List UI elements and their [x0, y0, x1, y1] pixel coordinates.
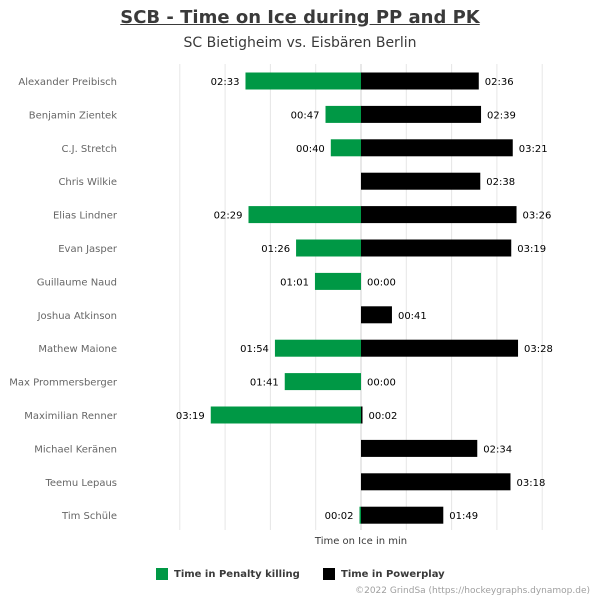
bar-powerplay-tim-sch-le	[361, 506, 444, 524]
bar-powerplay-teemu-lepaus	[361, 473, 511, 491]
value-label-penalty-killing-benjamin-zientek: 00:47	[291, 110, 320, 121]
chart-subtitle: SC Bietigheim vs. Eisbären Berlin	[183, 35, 417, 51]
bar-penalty-killing-alexander-preibisch	[245, 72, 361, 90]
bar-penalty-killing-c-j-stretch	[330, 139, 361, 157]
category-label-evan-jasper: Evan Jasper	[58, 244, 118, 255]
bar-penalty-killing-benjamin-zientek	[325, 105, 361, 123]
category-label-michael-ker-nen: Michael Keränen	[34, 444, 117, 455]
credit-text: ©2022 GrindSa (https://hockeygraphs.dyna…	[355, 586, 590, 596]
category-label-max-prommersberger: Max Prommersberger	[9, 378, 118, 389]
value-label-penalty-killing-mathew-maione: 01:54	[240, 344, 269, 355]
category-label-c-j-stretch: C.J. Stretch	[61, 144, 117, 155]
bar-penalty-killing-guillaume-naud	[314, 272, 361, 290]
value-label-powerplay-elias-lindner: 03:26	[523, 211, 552, 222]
bar-powerplay-elias-lindner	[361, 206, 517, 224]
label-layer: Alexander Preibisch 02:33 02:36 Benjamin Zi…	[9, 77, 553, 522]
x-axis-label: Time on Ice in min	[314, 536, 408, 547]
value-label-powerplay-max-prommersberger: 00:00	[367, 378, 396, 389]
bar-powerplay-c-j-stretch	[361, 139, 513, 157]
bar-powerplay-alexander-preibisch	[361, 72, 479, 90]
bar-powerplay-benjamin-zientek	[361, 105, 482, 123]
value-label-powerplay-c-j-stretch: 03:21	[519, 144, 548, 155]
value-label-penalty-killing-guillaume-naud: 01:01	[280, 277, 309, 288]
bar-penalty-killing-elias-lindner	[248, 206, 361, 224]
value-label-powerplay-mathew-maione: 03:28	[524, 344, 553, 355]
value-label-powerplay-tim-sch-le: 01:49	[449, 511, 478, 522]
value-label-penalty-killing-c-j-stretch: 00:40	[296, 144, 325, 155]
value-label-penalty-killing-alexander-preibisch: 02:33	[211, 77, 240, 88]
value-label-powerplay-evan-jasper: 03:19	[517, 244, 546, 255]
category-label-tim-sch-le: Tim Schüle	[61, 511, 117, 522]
legend-swatch-penalty-killing	[156, 568, 168, 580]
value-label-powerplay-alexander-preibisch: 02:36	[485, 77, 514, 88]
bar-penalty-killing-evan-jasper	[296, 239, 361, 257]
value-label-penalty-killing-tim-sch-le: 00:02	[325, 511, 354, 522]
value-label-powerplay-guillaume-naud: 00:00	[367, 277, 396, 288]
category-label-mathew-maione: Mathew Maione	[38, 344, 117, 355]
value-label-powerplay-maximilian-renner: 00:02	[369, 411, 398, 422]
value-label-penalty-killing-evan-jasper: 01:26	[261, 244, 290, 255]
value-label-powerplay-teemu-lepaus: 03:18	[516, 478, 545, 489]
bar-penalty-killing-tim-sch-le	[359, 506, 361, 524]
legend-item-penalty-killing: Time in Penalty killing	[156, 568, 300, 580]
legend-label-penalty-killing: Time in Penalty killing	[174, 568, 300, 580]
value-label-powerplay-benjamin-zientek: 02:39	[487, 110, 516, 121]
value-label-powerplay-michael-ker-nen: 02:34	[483, 444, 512, 455]
bar-penalty-killing-mathew-maione	[274, 339, 361, 357]
category-label-benjamin-zientek: Benjamin Zientek	[29, 110, 117, 121]
bar-powerplay-chris-wilkie	[361, 172, 481, 190]
category-label-maximilian-renner: Maximilian Renner	[24, 411, 118, 422]
value-label-powerplay-chris-wilkie: 02:38	[486, 177, 515, 188]
category-label-alexander-preibisch: Alexander Preibisch	[18, 77, 117, 88]
bar-powerplay-joshua-atkinson	[361, 306, 392, 324]
legend-swatch-powerplay	[323, 568, 335, 580]
legend-label-powerplay: Time in Powerplay	[341, 568, 445, 580]
category-label-chris-wilkie: Chris Wilkie	[58, 177, 117, 188]
value-label-powerplay-joshua-atkinson: 00:41	[398, 311, 427, 322]
bar-penalty-killing-maximilian-renner	[210, 406, 361, 424]
bar-powerplay-evan-jasper	[361, 239, 512, 257]
category-label-guillaume-naud: Guillaume Naud	[37, 277, 117, 288]
category-label-elias-lindner: Elias Lindner	[53, 211, 118, 222]
category-label-teemu-lepaus: Teemu Lepaus	[44, 478, 117, 489]
grid-layer	[179, 64, 543, 530]
bar-powerplay-michael-ker-nen	[361, 439, 478, 457]
bar-penalty-killing-max-prommersberger	[284, 373, 361, 391]
chart-title: SCB - Time on Ice during PP and PK	[120, 7, 480, 28]
bar-layer	[210, 72, 519, 524]
bar-powerplay-mathew-maione	[361, 339, 519, 357]
category-label-joshua-atkinson: Joshua Atkinson	[37, 311, 117, 322]
bar-powerplay-maximilian-renner	[361, 406, 363, 424]
legend-item-powerplay: Time in Powerplay	[323, 568, 445, 580]
value-label-penalty-killing-max-prommersberger: 01:41	[250, 378, 279, 389]
value-label-penalty-killing-elias-lindner: 02:29	[214, 211, 243, 222]
value-label-penalty-killing-maximilian-renner: 03:19	[176, 411, 205, 422]
